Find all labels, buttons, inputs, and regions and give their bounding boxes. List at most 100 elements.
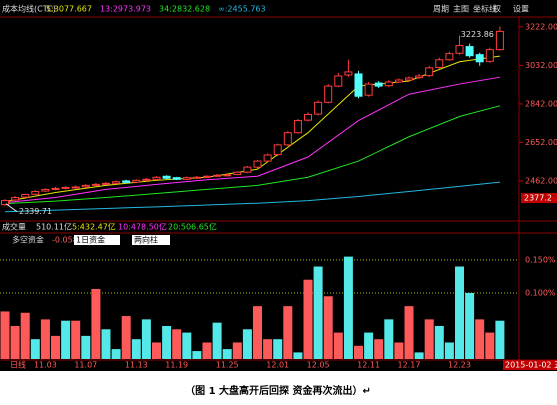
bar — [364, 332, 374, 359]
candle-body — [152, 176, 161, 180]
candle-body — [283, 132, 292, 146]
x-tick-label: 11.13 — [125, 361, 148, 370]
candle-body — [182, 177, 191, 180]
bar — [343, 256, 353, 359]
bar — [111, 349, 121, 359]
bar — [495, 320, 505, 359]
candle-body — [415, 75, 424, 79]
chart-title: 成本均线(CTC) — [2, 4, 56, 14]
bar — [81, 335, 91, 359]
candle-body — [142, 178, 151, 181]
candle-body — [71, 186, 80, 189]
bar — [354, 345, 363, 359]
y-tick-label: 0.150% — [525, 255, 556, 264]
select-text[interactable]: 两向柱 — [134, 235, 158, 245]
candle-body — [41, 188, 50, 192]
candle-body — [233, 171, 242, 175]
legend-item: 5:3077.667 — [46, 5, 92, 14]
bar — [465, 292, 475, 359]
bar — [242, 329, 252, 359]
candle-body — [112, 181, 121, 184]
candle-body — [465, 46, 474, 57]
bar — [283, 306, 293, 359]
candle-body — [162, 175, 171, 179]
bar — [172, 329, 182, 359]
candle-body — [51, 187, 60, 190]
x-tick-label: 12.01 — [266, 361, 289, 370]
volume-ma: 20:506.65亿 — [168, 222, 217, 232]
bar — [51, 335, 60, 359]
candle-body — [344, 71, 353, 76]
bar — [424, 319, 434, 359]
select-box[interactable] — [74, 235, 120, 245]
y-tick-label: 3032.00 — [525, 61, 557, 70]
candle-body — [253, 160, 262, 168]
candle-body — [273, 144, 282, 156]
candle-body — [61, 186, 70, 189]
candle-body — [21, 193, 30, 198]
menu-item[interactable]: 坐标线 — [473, 4, 497, 14]
bar — [10, 325, 20, 359]
price-marker: 2377.2 — [524, 194, 552, 203]
y-tick-label: 2462.00 — [525, 176, 557, 185]
candle-body — [243, 166, 252, 173]
x-tick-label: 12.05 — [307, 361, 330, 370]
candle-body — [354, 73, 363, 97]
bar — [222, 349, 232, 359]
candle-body — [394, 79, 403, 83]
bar — [293, 352, 303, 359]
bar — [192, 351, 202, 359]
candle-body — [213, 174, 222, 177]
ma-line — [4, 76, 500, 204]
candle-body — [485, 49, 494, 62]
candle-body — [384, 81, 393, 87]
header-bg — [0, 0, 557, 17]
x-tick-label: 11.03 — [34, 361, 57, 370]
candle-body — [122, 180, 131, 183]
bar — [444, 342, 454, 359]
x-tick-label: 11.25 — [216, 361, 239, 370]
candle-body — [192, 176, 201, 179]
select-text[interactable]: 1日资金 — [76, 235, 105, 245]
menu-item[interactable]: 权 — [493, 4, 501, 14]
candle-body — [223, 174, 232, 177]
candle-body — [445, 53, 454, 61]
bar — [0, 311, 10, 359]
bar — [101, 329, 111, 359]
candle-body — [455, 45, 464, 54]
menu-item[interactable]: 周期 — [433, 5, 449, 14]
candle-body — [374, 82, 383, 87]
bar — [61, 320, 71, 359]
menu-item[interactable]: 设置 — [513, 4, 529, 14]
bar — [20, 312, 30, 359]
candle-body — [91, 183, 100, 186]
menu-item[interactable]: 主图 — [453, 4, 469, 14]
candle-body — [11, 197, 20, 201]
low-pointer — [5, 203, 18, 213]
bar — [384, 319, 394, 359]
select-box[interactable] — [132, 235, 170, 245]
bar — [253, 306, 262, 359]
bar — [434, 325, 444, 359]
candle-body — [435, 59, 444, 68]
candle-body — [31, 190, 40, 195]
bar — [475, 319, 485, 359]
bar — [152, 342, 161, 359]
candle-body — [405, 77, 413, 81]
legend-item: 34:2832.628 — [159, 5, 210, 14]
legend-item: 13:2973.973 — [100, 5, 151, 14]
bar — [91, 288, 101, 359]
candle-body — [172, 177, 181, 180]
candle-body — [475, 54, 484, 63]
candle-body — [495, 30, 504, 51]
bar — [162, 325, 172, 359]
candle-body — [263, 154, 272, 162]
bar — [404, 306, 414, 359]
bar — [40, 319, 50, 359]
x-tick-label: 11.07 — [74, 361, 97, 370]
date-box — [503, 360, 557, 370]
bar — [374, 339, 384, 359]
y-tick-label: 0.100% — [525, 288, 556, 297]
bar — [313, 266, 323, 359]
